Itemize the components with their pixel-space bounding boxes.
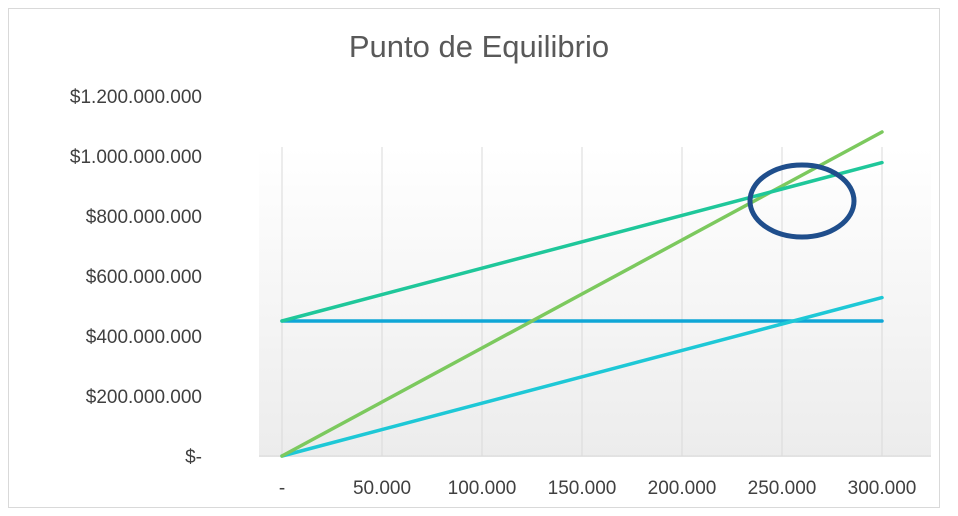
series-layer [280,130,884,458]
x-axis-tick-labels: - 50.000 100.000 150.000 200.000 250.000 300.0… [279,478,917,499]
y-tick-label: $400.000.000 [86,327,202,348]
x-tick-label: 50.000 [353,478,411,499]
x-tick-label: 100.000 [448,478,517,499]
y-tick-label: $- [185,447,202,468]
y-tick-label: $200.000.000 [86,387,202,408]
series-line-0 [280,160,884,323]
y-tick-label: $800.000.000 [86,207,202,228]
chart-title: Punto de Equilibrio [349,29,609,64]
series-line-1 [280,130,884,458]
series-line-3 [280,295,884,458]
x-tick-label: 200.000 [648,478,717,499]
plot-area [259,147,931,457]
y-axis-tick-labels: $- $200.000.000 $400.000.000 $600.000.000 $8… [70,87,202,468]
x-tick-label: 300.000 [848,478,917,499]
y-tick-label: $1.000.000.000 [70,147,202,168]
annotation-layer [747,162,857,240]
x-tick-label: - [279,478,285,499]
highlight-ellipse [747,162,857,240]
x-tick-label: 250.000 [748,478,817,499]
chart-svg: Punto de Equilibrio $- $200.000.000 $400.0… [70,29,931,499]
y-tick-label: $600.000.000 [86,267,202,288]
x-tick-label: 150.000 [548,478,617,499]
y-tick-label: $1.200.000.000 [70,87,202,108]
chart-container: Punto de Equilibrio $- $200.000.000 $400.0… [8,8,940,508]
